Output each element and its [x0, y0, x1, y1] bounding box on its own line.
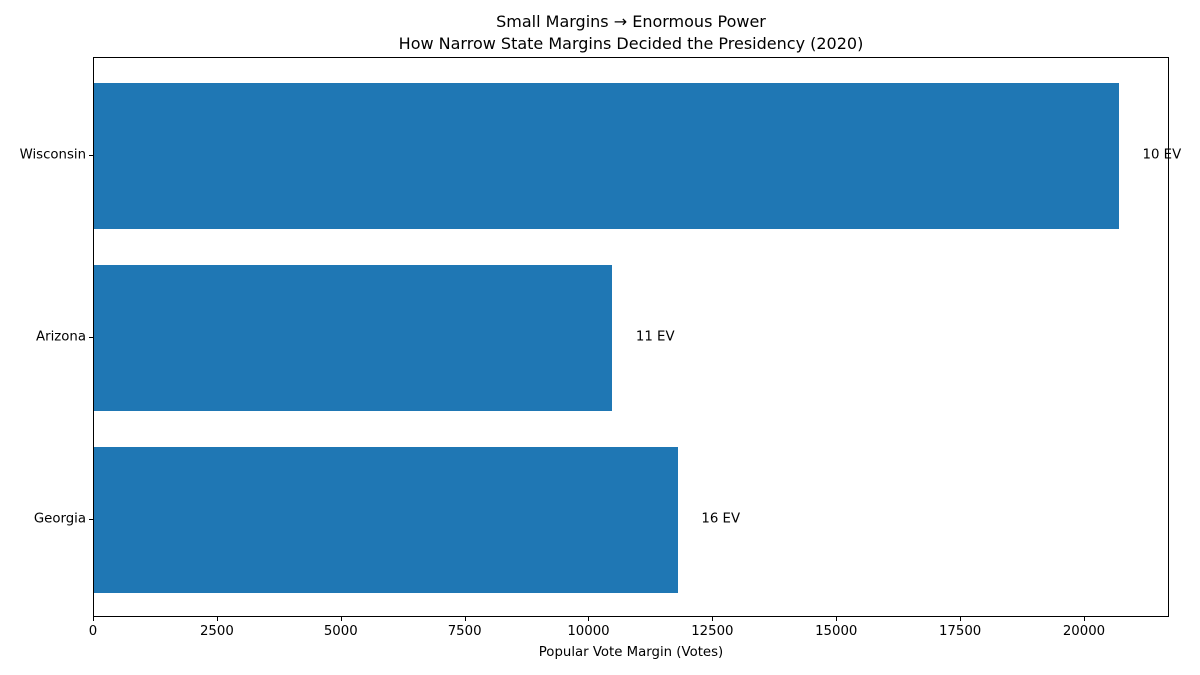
- x-tick-mark: [1083, 617, 1085, 621]
- chart-title-line2: How Narrow State Margins Decided the Pre…: [398, 34, 864, 53]
- x-tick-mark: [93, 617, 94, 621]
- bar-wisconsin: [94, 83, 1119, 229]
- x-tick-label: 2500: [199, 624, 234, 639]
- chart-title-line1: Small Margins → Enormous Power: [496, 12, 766, 31]
- x-tick-label: 15000: [815, 624, 858, 639]
- x-tick-mark: [216, 617, 218, 621]
- x-tick-label: 17500: [938, 624, 982, 639]
- y-tick-label-arizona: Arizona: [36, 329, 86, 345]
- y-tick-mark: [89, 337, 93, 338]
- x-tick-mark: [836, 617, 838, 621]
- x-axis-label: Popular Vote Margin (Votes): [538, 645, 724, 660]
- x-tick-label: 20000: [1062, 624, 1106, 639]
- bar-value-label-wisconsin: 10 EV: [1142, 147, 1182, 163]
- bar-georgia: [94, 447, 678, 593]
- x-tick-mark: [712, 617, 714, 621]
- x-tick-label: 5000: [323, 624, 358, 639]
- y-tick-label-wisconsin: Wisconsin: [19, 147, 86, 163]
- x-tick-mark: [588, 617, 590, 621]
- bar-value-label-arizona: 11 EV: [635, 329, 675, 345]
- bar-arizona: [94, 265, 613, 411]
- x-tick-label: 10000: [567, 624, 610, 639]
- bar-value-label-georgia: 16 EV: [701, 511, 741, 527]
- x-tick-mark: [464, 617, 466, 621]
- y-tick-label-georgia: Georgia: [33, 511, 86, 527]
- y-tick-mark: [89, 155, 93, 157]
- x-tick-label: 12500: [691, 624, 734, 639]
- x-tick-label: 0: [88, 624, 98, 639]
- plot-area: [93, 57, 1169, 617]
- chart-title: Small Margins → Enormous Power How Narro…: [93, 11, 1169, 55]
- x-tick-mark: [960, 617, 962, 621]
- x-tick-mark: [340, 617, 342, 621]
- x-tick-label: 7500: [447, 624, 482, 639]
- y-tick-mark: [89, 518, 93, 520]
